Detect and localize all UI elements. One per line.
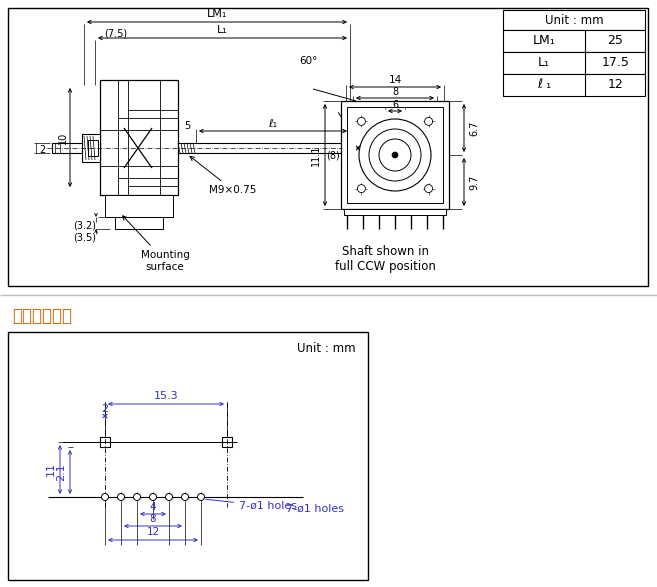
Text: Shaft shown in
full CCW position: Shaft shown in full CCW position [334, 245, 436, 273]
Circle shape [118, 494, 124, 501]
Circle shape [133, 494, 141, 501]
Bar [8, 332, 368, 580]
Text: 8: 8 [150, 514, 156, 524]
Text: 25: 25 [607, 35, 623, 48]
Text: 5: 5 [184, 121, 190, 131]
Bar [8, 8, 648, 286]
Bar [105, 195, 173, 217]
Circle shape [150, 494, 156, 501]
Bar [52, 143, 100, 153]
Text: M9×0.75: M9×0.75 [190, 156, 257, 195]
Circle shape [392, 152, 398, 158]
Text: 14: 14 [388, 75, 401, 85]
Text: 安装孔尺寸图: 安装孔尺寸图 [12, 307, 72, 325]
Bar [341, 101, 449, 209]
Text: (7.5): (7.5) [104, 28, 127, 38]
Text: (3.2): (3.2) [74, 220, 97, 230]
Text: 10: 10 [58, 131, 68, 144]
Bar [342, 144, 350, 152]
Bar [178, 143, 350, 153]
Text: 6: 6 [392, 100, 398, 110]
Circle shape [424, 184, 432, 193]
Circle shape [166, 494, 173, 501]
Text: (3.5): (3.5) [74, 232, 97, 242]
Text: 9.7: 9.7 [469, 174, 479, 190]
Text: 17.5: 17.5 [601, 56, 629, 69]
Bar [100, 437, 110, 447]
Text: 7-ø1 holes: 7-ø1 holes [206, 500, 297, 511]
Text: 4.5: 4.5 [361, 141, 371, 155]
Text: ℓ₁: ℓ₁ [269, 119, 277, 129]
Circle shape [424, 117, 432, 126]
Text: 7-ø1 holes: 7-ø1 holes [286, 504, 344, 514]
Text: LM₁: LM₁ [533, 35, 556, 48]
Text: 60°: 60° [299, 56, 317, 66]
Text: 4: 4 [150, 502, 156, 512]
Bar [115, 217, 163, 229]
Bar [347, 107, 443, 203]
Text: 15.3: 15.3 [154, 391, 178, 401]
Circle shape [101, 494, 108, 501]
Circle shape [357, 184, 365, 193]
Text: 6.7: 6.7 [469, 120, 479, 136]
Bar [100, 80, 178, 195]
Text: Unit : mm: Unit : mm [298, 342, 356, 355]
Bar [503, 30, 645, 52]
Text: Ø6: Ø6 [372, 143, 386, 153]
Text: Mounting
surface: Mounting surface [123, 216, 189, 272]
Text: (8): (8) [326, 150, 340, 160]
Text: 2.1: 2.1 [56, 463, 66, 481]
Bar [344, 209, 446, 215]
Text: LM₁: LM₁ [207, 9, 227, 19]
Bar [503, 52, 645, 74]
Text: Unit : mm: Unit : mm [545, 14, 603, 26]
Text: 11: 11 [46, 463, 56, 477]
Bar [503, 10, 645, 30]
Text: 11.1: 11.1 [311, 144, 321, 166]
Text: L₁: L₁ [538, 56, 550, 69]
Text: ℓ ₁: ℓ ₁ [537, 79, 551, 92]
Circle shape [198, 494, 204, 501]
Circle shape [181, 494, 189, 501]
Text: 12: 12 [607, 79, 623, 92]
Bar [503, 74, 645, 96]
Bar [82, 134, 100, 162]
Text: 2: 2 [39, 145, 45, 155]
Text: 8: 8 [392, 87, 398, 97]
Text: 12: 12 [147, 527, 160, 537]
Circle shape [357, 117, 365, 126]
Text: L₁: L₁ [217, 25, 228, 35]
Circle shape [359, 119, 431, 191]
Bar [88, 140, 98, 156]
Text: 2: 2 [101, 404, 108, 414]
Bar [222, 437, 232, 447]
